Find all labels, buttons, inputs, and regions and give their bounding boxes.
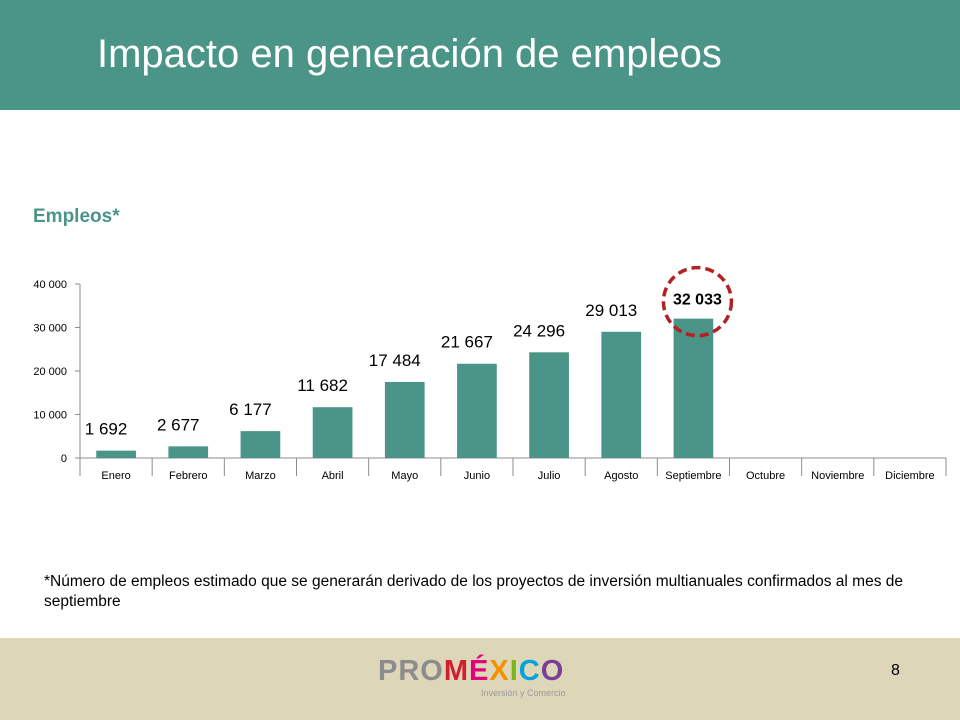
footnote: *Número de empleos estimado que se gener…: [44, 573, 904, 610]
chart-subtitle: Empleos*: [33, 206, 120, 227]
footer-band: [0, 638, 960, 720]
x-tick-label: Junio: [464, 470, 490, 482]
data-label: 17 484: [369, 351, 421, 370]
data-label: 11 682: [297, 376, 348, 395]
x-tick-label: Mayo: [391, 470, 418, 482]
data-label: 24 296: [513, 321, 565, 340]
bar: [601, 331, 642, 458]
logo-tagline: Inversión y Comercio: [481, 688, 566, 698]
bar: [240, 431, 281, 458]
x-tick-label: Julio: [538, 470, 561, 482]
slide-title: Impacto en generación de empleos: [97, 32, 722, 76]
header-band: [0, 0, 960, 110]
x-tick-label: Enero: [101, 470, 130, 482]
x-tick-label: Abril: [322, 470, 344, 482]
bar: [168, 446, 209, 458]
y-tick-label: 20 000: [33, 366, 67, 378]
x-tick-label: Octubre: [746, 470, 785, 482]
logo-mexico-text: MÉXICO: [443, 655, 565, 687]
promexico-logo: PROMÉXICO Inversión y Comercio: [378, 656, 566, 704]
x-tick-label: Diciembre: [885, 470, 935, 482]
x-tick-label: Febrero: [169, 470, 208, 482]
bar: [457, 363, 497, 458]
x-tick-label: Noviembre: [811, 470, 864, 482]
data-label: 2 677: [157, 415, 200, 434]
bar: [529, 352, 569, 458]
logo-pro-text: PRO: [378, 655, 444, 687]
highlight-circle: [661, 265, 734, 338]
data-label: 6 177: [229, 400, 272, 419]
x-tick-label: Septiembre: [665, 470, 721, 482]
x-tick-label: Agosto: [604, 470, 638, 482]
data-label: 21 667: [441, 333, 493, 352]
data-label: 1 692: [85, 420, 128, 439]
logo-wordmark: PROMÉXICO: [378, 656, 564, 686]
bar: [312, 407, 353, 458]
x-tick-label: Marzo: [245, 470, 276, 482]
bar: [673, 318, 714, 458]
data-label: 32 033: [673, 292, 722, 309]
bar: [96, 450, 136, 458]
y-tick-label: 30 000: [33, 323, 67, 335]
y-tick-label: 0: [61, 453, 67, 465]
y-tick-label: 10 000: [33, 410, 67, 422]
bar-chart: 0 10 000 20 000 30 000 40 000 Enero 1 692 Febre…: [33, 265, 947, 482]
data-label: 29 013: [585, 301, 637, 320]
page-number: 8: [891, 662, 900, 679]
bar: [384, 381, 425, 458]
y-tick-label: 40 000: [33, 279, 67, 291]
